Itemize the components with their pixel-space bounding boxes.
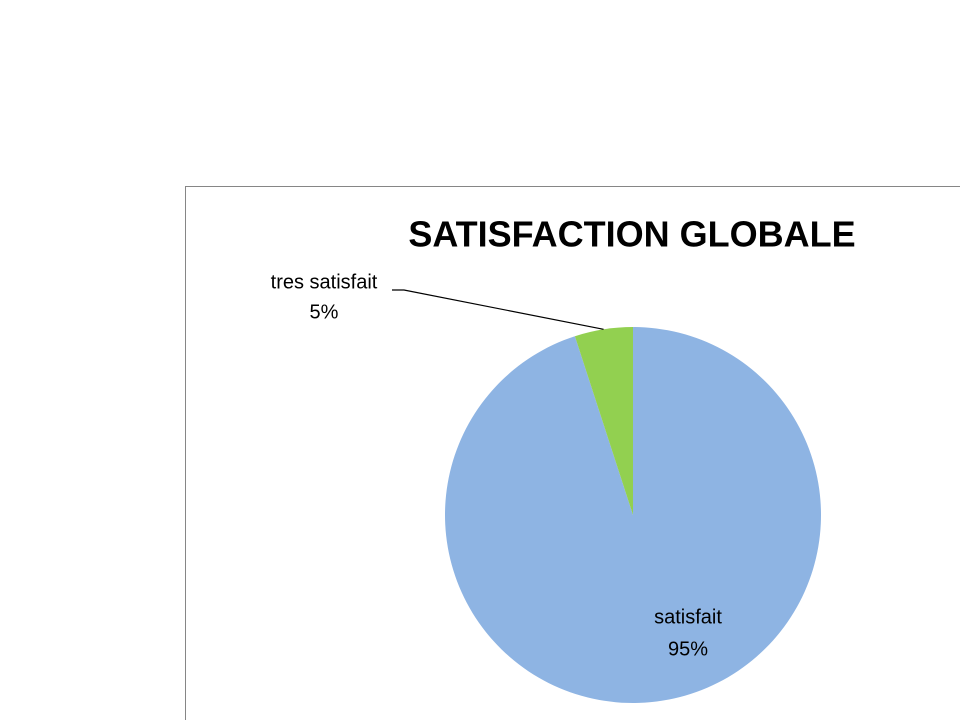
slice-value-label: 5%: [310, 301, 339, 323]
leader-line: [392, 289, 604, 330]
slice-label: satisfait: [654, 606, 722, 628]
slice-label: tres satisfait: [271, 271, 378, 293]
slice-value-label: 95%: [668, 638, 708, 660]
pie-slice: [574, 327, 633, 515]
chart-title: SATISFACTION GLOBALE: [408, 214, 855, 255]
